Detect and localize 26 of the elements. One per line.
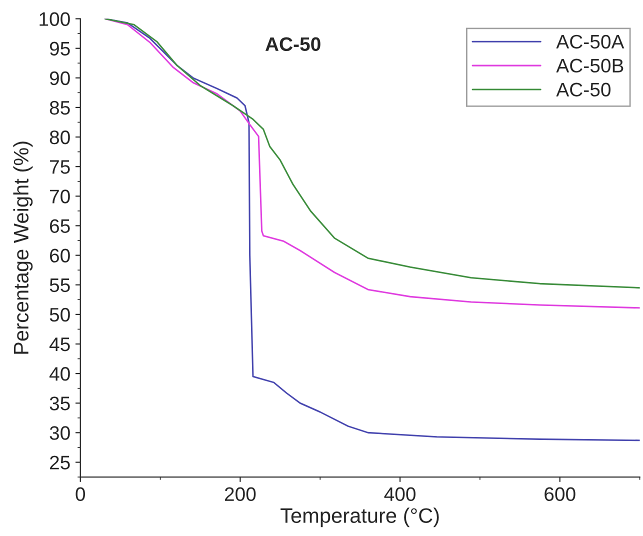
y-tick-label: 55: [50, 278, 70, 292]
y-tick-label: 95: [50, 42, 70, 56]
y-tick-label: 90: [50, 71, 70, 86]
y-tick-label: 35: [50, 396, 70, 410]
y-axis-title: Percentage Weight (%): [13, 142, 33, 354]
y-tick-label: 40: [49, 367, 70, 381]
y-tick-label: 100: [40, 12, 70, 26]
y-tick-label: 80: [50, 130, 70, 144]
y-tick-label: 75: [50, 160, 70, 174]
x-tick-label: 0: [76, 487, 86, 502]
x-axis-title: Temperature (°C): [280, 508, 439, 528]
x-tick-label: 400: [384, 487, 416, 502]
y-tick-label: 85: [50, 100, 70, 115]
legend-label: AC-50: [556, 82, 610, 97]
y-tick-label: 65: [50, 219, 70, 233]
y-tick-label: 50: [50, 308, 70, 322]
y-tick-label: 45: [49, 338, 70, 352]
y-tick-label: 60: [50, 248, 70, 263]
x-tick-label: 200: [224, 487, 256, 502]
x-tick-label: 600: [544, 487, 576, 502]
y-tick-label: 70: [50, 190, 70, 204]
y-tick-label: 30: [50, 426, 70, 440]
legend-label: AC-50B: [556, 58, 624, 73]
legend-label: AC-50A: [556, 34, 624, 49]
text: AC-50: [265, 37, 320, 52]
y-tick-label: 25: [50, 456, 70, 470]
